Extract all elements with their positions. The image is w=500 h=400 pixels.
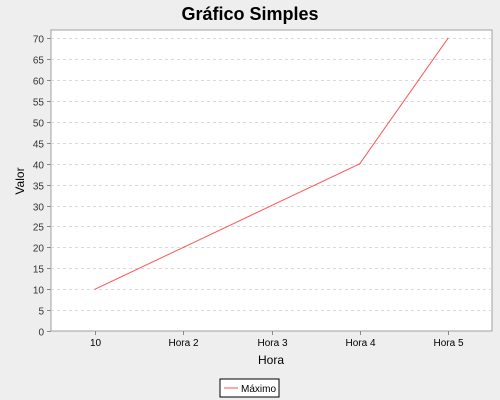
x-tick-label: Hora 2 [168,338,198,349]
y-tick-label: 55 [33,98,45,109]
y-tick-label: 50 [33,119,45,130]
y-tick-label: 15 [33,265,45,276]
legend-box [219,378,280,398]
y-tick-label: 30 [33,203,45,214]
y-tick-label: 5 [38,307,44,318]
y-tick-label: 0 [38,328,44,339]
y-tick-label: 10 [33,286,45,297]
x-axis-label: Hora [258,353,284,367]
legend: Máximo [219,378,280,398]
y-tick-label: 20 [33,244,45,255]
x-axis: 10 Hora 2 Hora 3 Hora 4 Hora 5 [90,331,464,349]
series-layer [94,37,449,290]
x-tick-label: Hora 4 [345,338,375,349]
plot-area [50,29,493,332]
data-point [270,204,273,207]
data-point [94,288,96,290]
data-point [182,246,184,248]
y-tick-label: 65 [33,56,45,67]
y-tick-label: 60 [33,77,45,88]
x-tick-label: Hora 5 [433,338,463,349]
gridlines [51,38,492,311]
y-tick-label: 70 [33,35,45,46]
y-tick-label: 45 [33,140,45,151]
y-axis-label: Valor [13,167,27,194]
x-tick-label: 10 [90,338,102,349]
y-tick-label: 35 [33,182,45,193]
y-tick-label: 40 [33,161,45,172]
y-axis: 0 5 10 15 20 25 30 35 40 45 50 55 60 65 70 [33,35,51,339]
data-point [447,37,449,39]
y-tick-label: 25 [33,223,45,234]
chart-title: Gráfico Simples [181,4,318,24]
x-tick-label: Hora 3 [257,338,287,349]
legend-label-maximo: Máximo [241,384,276,395]
data-point [359,163,361,165]
